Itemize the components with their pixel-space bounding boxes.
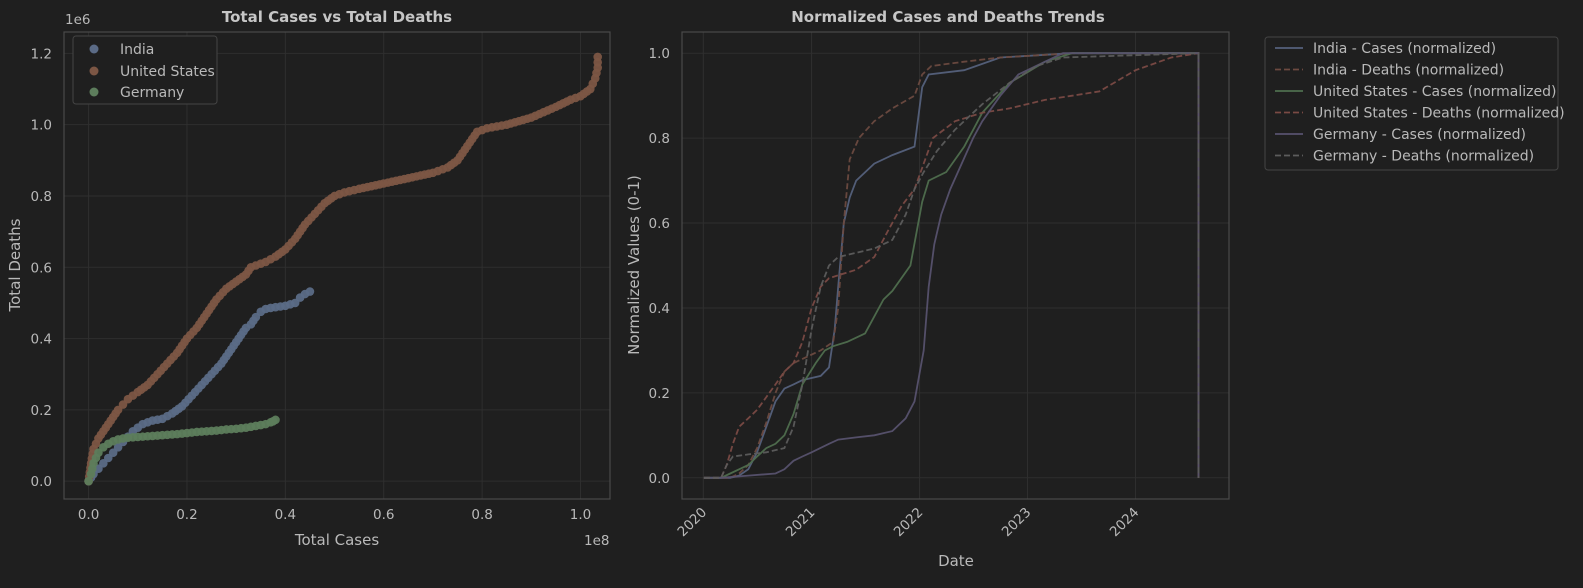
trend-x-ticks: 2020 2021 2022 2023 2024 — [675, 505, 1143, 541]
scatter-legend-box — [72, 35, 218, 105]
trend-y-ticks: 0.0 0.2 0.4 0.6 0.8 1.0 — [649, 46, 670, 487]
scatter-point — [271, 415, 280, 425]
scatter-y-ticks: 0.0 0.2 0.4 0.6 0.8 1.0 1.2 — [31, 46, 52, 490]
trend-x-tick-label: 2021 — [783, 505, 819, 541]
scatter-series-germany — [84, 415, 280, 486]
scatter-x-tick-label: 1.0 — [570, 507, 591, 523]
scatter-y-tick-label: 0.8 — [31, 189, 52, 205]
scatter-y-tick-label: 0.4 — [31, 332, 52, 348]
legend-label-india-cases-normalized: India - Cases (normalized) — [1313, 41, 1496, 57]
trend-y-label: Normalized Values (0-1) — [625, 175, 643, 355]
trend-legend-box — [1264, 36, 1559, 171]
scatter-point — [84, 476, 93, 486]
legend-label-united-states-cases-normalized: United States - Cases (normalized) — [1313, 84, 1556, 100]
legend-label-india: India — [120, 42, 154, 58]
legend-label-germany-cases-normalized: Germany - Cases (normalized) — [1313, 127, 1526, 143]
trend-x-tick-label: 2020 — [675, 505, 711, 541]
scatter-legend: India United States Germany — [72, 35, 218, 105]
scatter-y-tick-label: 0.2 — [31, 403, 52, 419]
scatter-x-tick-label: 0.6 — [373, 507, 394, 523]
scatter-series-india — [84, 287, 315, 486]
trend-y-tick-label: 0.4 — [649, 301, 670, 317]
scatter-x-tick-label: 0.0 — [78, 507, 99, 523]
scatter-grid — [64, 32, 610, 499]
scatter-x-tick-label: 0.4 — [275, 507, 296, 523]
scatter-x-tick-label: 0.2 — [176, 507, 197, 523]
scatter-series-united-states — [84, 52, 603, 486]
legend-marker-germany — [89, 87, 99, 97]
scatter-x-tick-label: 0.8 — [471, 507, 492, 523]
legend-label-india-deaths-normalized: India - Deaths (normalized) — [1313, 63, 1504, 79]
scatter-x-offset-label: 1e8 — [584, 533, 609, 549]
legend-marker-india — [89, 44, 99, 54]
trend-line-united-states-deaths-normalized — [703, 52, 1200, 479]
scatter-y-offset-label: 1e6 — [65, 12, 90, 28]
scatter-y-tick-label: 0.0 — [31, 474, 52, 490]
trend-line-united-states-cases-normalized — [703, 52, 1200, 479]
scatter-axes-frame — [63, 31, 611, 500]
scatter-y-tick-label: 0.6 — [31, 260, 52, 276]
trend-x-tick-label: 2022 — [891, 505, 927, 541]
scatter-x-label: Total Cases — [294, 531, 380, 549]
trend-axes-frame — [681, 31, 1230, 500]
trend-y-tick-label: 0.6 — [649, 216, 670, 232]
trend-line-germany-deaths-normalized — [703, 52, 1200, 479]
legend-label-germany-deaths-normalized: Germany - Deaths (normalized) — [1313, 149, 1534, 165]
scatter-y-label: Total Deaths — [6, 218, 24, 312]
scatter-point — [593, 52, 603, 62]
trend-lines — [703, 52, 1200, 479]
trend-grid — [682, 32, 1229, 499]
trend-x-tick-label: 2023 — [999, 505, 1035, 541]
trend-x-label: Date — [938, 552, 974, 570]
trend-y-tick-label: 0.0 — [649, 471, 670, 487]
legend-label-germany: Germany — [120, 85, 184, 101]
legend-label-united-states-deaths-normalized: United States - Deaths (normalized) — [1313, 106, 1565, 122]
trend-y-tick-label: 0.8 — [649, 131, 670, 147]
trend-y-tick-label: 0.2 — [649, 386, 670, 402]
scatter-point — [305, 287, 315, 296]
trend-line-chart: 2020 2021 2022 2023 2024 0.00.20.40.60.81.0 … — [625, 8, 1565, 570]
trend-y-tick-label: 1.0 — [649, 46, 670, 62]
trend-line-india-deaths-normalized — [703, 52, 1200, 479]
trend-x-tick-label: 2024 — [1107, 505, 1143, 541]
scatter-chart: 0.0 0.2 0.4 0.6 0.8 1.0 0.0 0.2 0.4 0.6 0.8 1.0 1.2… — [6, 8, 611, 549]
scatter-y-tick-label: 1.0 — [31, 118, 52, 134]
scatter-y-tick-label: 1.2 — [31, 46, 52, 62]
legend-label-united-states: United States — [120, 64, 215, 80]
trend-title: Normalized Cases and Deaths Trends — [791, 8, 1105, 26]
trend-legend: India - Cases (normalized) India - Deaths… — [1264, 36, 1565, 171]
trend-line-germany-cases-normalized — [703, 52, 1200, 479]
scatter-x-ticks: 0.0 0.2 0.4 0.6 0.8 1.0 — [78, 507, 591, 523]
scatter-title: Total Cases vs Total Deaths — [222, 8, 452, 26]
legend-marker-united-states — [89, 66, 99, 76]
trend-line-india-cases-normalized — [703, 52, 1200, 479]
scatter-points — [84, 52, 603, 486]
